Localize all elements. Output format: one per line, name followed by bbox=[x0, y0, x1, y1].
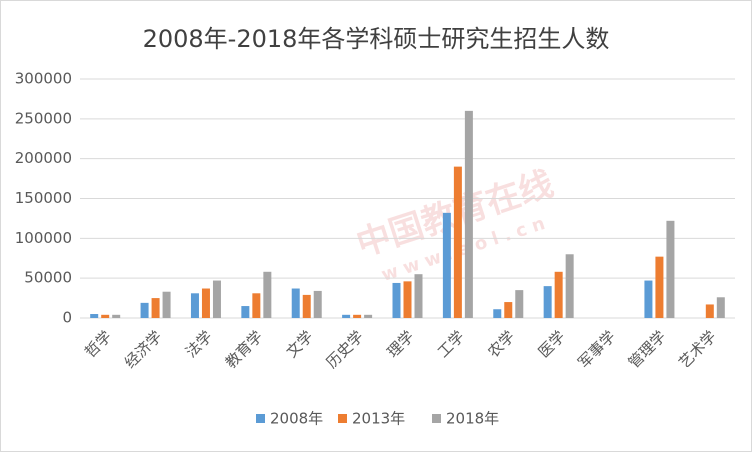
bar bbox=[291, 288, 300, 318]
bar bbox=[442, 212, 451, 318]
bar bbox=[140, 302, 149, 318]
bar bbox=[464, 110, 473, 318]
bar bbox=[493, 309, 502, 318]
bar bbox=[655, 256, 664, 318]
bar bbox=[313, 290, 322, 318]
y-tick-label: 200000 bbox=[15, 149, 72, 167]
y-tick-label: 50000 bbox=[24, 269, 72, 287]
bar bbox=[716, 297, 725, 318]
bar bbox=[353, 314, 362, 318]
bar bbox=[403, 281, 412, 318]
legend-swatch bbox=[256, 414, 265, 423]
legend-label: 2013年 bbox=[352, 410, 405, 428]
bar bbox=[705, 304, 714, 318]
y-tick-label: 150000 bbox=[15, 189, 72, 207]
bar bbox=[201, 288, 210, 318]
bar bbox=[364, 314, 373, 318]
bar bbox=[666, 220, 675, 318]
bar bbox=[101, 314, 110, 318]
bar bbox=[554, 271, 563, 318]
bar bbox=[263, 271, 272, 318]
bar bbox=[414, 274, 423, 318]
bar bbox=[453, 166, 462, 318]
bar bbox=[504, 302, 513, 318]
chart-title: 2008年-2018年各学科硕士研究生招生人数 bbox=[143, 25, 610, 53]
y-tick-label: 300000 bbox=[15, 70, 72, 88]
legend-label: 2018年 bbox=[446, 410, 499, 428]
legend-swatch bbox=[432, 414, 441, 423]
bar bbox=[212, 280, 221, 318]
bar bbox=[342, 314, 351, 318]
bar bbox=[565, 254, 574, 318]
bar bbox=[302, 294, 311, 318]
bar bbox=[162, 291, 171, 318]
bar bbox=[90, 314, 99, 318]
bar bbox=[543, 286, 552, 318]
bar bbox=[252, 293, 261, 318]
bar bbox=[190, 293, 199, 318]
bar bbox=[644, 280, 653, 318]
bar bbox=[392, 282, 401, 318]
y-tick-label: 0 bbox=[62, 309, 72, 327]
legend-label: 2008年 bbox=[270, 410, 323, 428]
y-tick-label: 100000 bbox=[15, 229, 72, 247]
bar bbox=[515, 290, 524, 318]
bar bbox=[151, 298, 160, 318]
y-tick-label: 250000 bbox=[15, 109, 72, 127]
legend-swatch bbox=[338, 414, 347, 423]
bar bbox=[112, 314, 121, 318]
bar bbox=[241, 306, 250, 318]
